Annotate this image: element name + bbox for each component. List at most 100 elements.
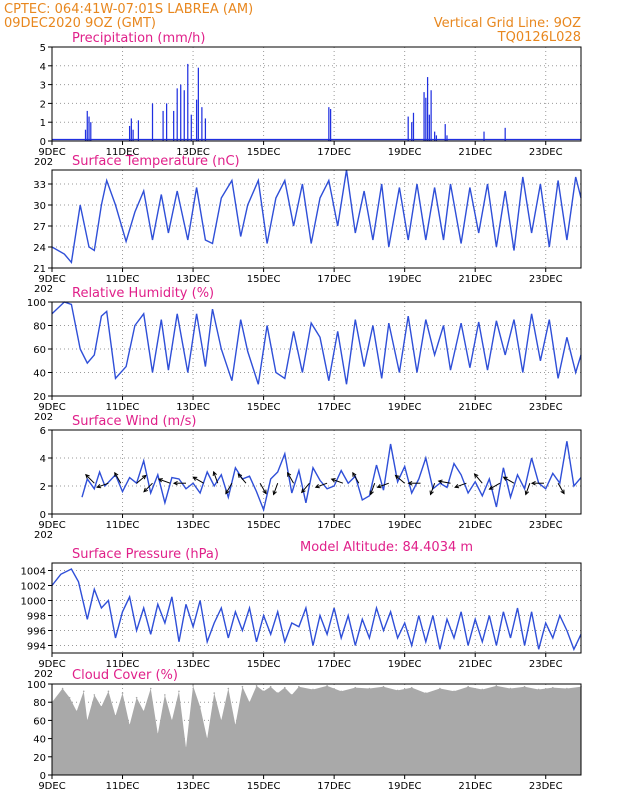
panel-frame xyxy=(51,169,582,269)
cloud-point xyxy=(269,685,272,688)
precip-bar xyxy=(204,118,207,141)
precip-bar xyxy=(435,135,438,141)
x-tick-label: 21DEC xyxy=(458,520,492,531)
y-tick-label: 0 xyxy=(40,510,46,521)
y-tick-label: 3 xyxy=(40,81,46,92)
x-tick-label: 17DEC xyxy=(317,659,351,670)
cloud-point xyxy=(382,685,385,688)
x-tick-label: 15DEC xyxy=(247,274,281,285)
precip-bar xyxy=(128,125,131,141)
x-tick-label: 9DEC xyxy=(38,402,65,413)
y-tick-label: 80 xyxy=(33,322,46,333)
wind-arrow-head xyxy=(192,476,198,481)
x-tick-label: 19DEC xyxy=(388,659,422,670)
y-tick-label: 5 xyxy=(40,43,46,54)
wind-arrow-head xyxy=(237,473,243,479)
x-tick-label: 15DEC xyxy=(247,520,281,531)
precip-bar xyxy=(187,63,189,141)
wind-arrow xyxy=(301,482,310,493)
precip-bar xyxy=(137,120,140,141)
cloud-point xyxy=(82,690,85,693)
precip-bar xyxy=(173,110,175,141)
wind-arrow-head xyxy=(454,484,460,489)
precip-bar xyxy=(423,92,425,141)
wind-arrow xyxy=(96,482,109,488)
precip-bar xyxy=(412,112,415,141)
precip-bar xyxy=(90,122,92,141)
cloud-point xyxy=(291,694,293,696)
y-tick-label: 0 xyxy=(40,771,46,782)
cloud-point xyxy=(61,687,64,690)
wind-arrow xyxy=(259,482,267,494)
x-tick-label: 9DEC xyxy=(38,659,65,670)
y-tick-label: 1002 xyxy=(21,582,46,593)
x-year-label-clipped: 202 xyxy=(34,412,53,423)
wind-arrow xyxy=(331,478,344,484)
x-tick-label: 15DEC xyxy=(247,781,281,792)
y-tick-label: 21 xyxy=(33,264,46,275)
panel-5: Cloud Cover (%) 0 20 40 60 80 100 9DEC 11DEC 13DE… xyxy=(27,668,582,792)
wind-arrow xyxy=(474,473,483,484)
wind-arrow-head xyxy=(172,480,178,486)
y-tick-label: 24 xyxy=(33,243,46,254)
wind-arrow xyxy=(525,483,531,495)
x-tick-label: 17DEC xyxy=(317,520,351,531)
x-tick-label: 11DEC xyxy=(106,147,140,158)
series-line xyxy=(51,169,582,265)
y-tick-label: 100 xyxy=(27,298,46,309)
header-model-id: TQ0126L028 xyxy=(497,30,581,45)
x-tick-label: 15DEC xyxy=(247,659,281,670)
cloud-point xyxy=(68,696,71,699)
precip-bar xyxy=(483,131,485,141)
y-tick-label: 2 xyxy=(40,482,46,493)
cloud-point xyxy=(157,733,159,735)
precip-bar xyxy=(88,116,90,141)
cloud-point xyxy=(185,746,187,749)
y-tick-label: 100 xyxy=(27,680,46,691)
precip-bar xyxy=(84,129,87,141)
wind-arrow xyxy=(377,482,389,488)
cloud-point xyxy=(75,710,78,713)
cloud-area xyxy=(52,685,581,775)
cloud-point xyxy=(425,692,427,694)
wind-arrow xyxy=(136,475,147,484)
precip-bar xyxy=(132,129,134,141)
y-tick-label: 1 xyxy=(40,118,46,129)
cloud-point xyxy=(213,692,216,694)
x-tick-label: 13DEC xyxy=(176,659,210,670)
y-tick-label: 27 xyxy=(33,222,46,233)
y-tick-label: 4 xyxy=(40,454,46,465)
panel-frame xyxy=(51,429,582,515)
precip-bar xyxy=(86,110,88,141)
wind-arrow xyxy=(213,471,219,484)
panel-1: Surface Temperature (nC) 21 24 27 30 33 9DEC 11… xyxy=(33,154,582,295)
wind-arrow xyxy=(287,472,295,484)
cloud-point xyxy=(509,687,512,690)
wind-arrow-head xyxy=(502,476,508,481)
header-grid-line: Vertical Grid Line: 9OZ xyxy=(434,16,581,31)
panel-title: Surface Wind (m/s) xyxy=(72,414,196,429)
x-year-label-clipped: 202 xyxy=(34,157,53,168)
y-tick-label: 40 xyxy=(33,735,46,746)
cloud-point xyxy=(312,688,314,691)
precip-bar xyxy=(425,97,427,141)
wind-arrow-head xyxy=(143,487,148,493)
x-tick-label: 17DEC xyxy=(317,274,351,285)
precip-bar xyxy=(183,90,185,141)
x-tick-label: 21DEC xyxy=(458,659,492,670)
cloud-point xyxy=(396,689,399,692)
x-tick-label: 19DEC xyxy=(388,520,422,531)
cloud-point xyxy=(206,737,208,740)
cloud-point xyxy=(93,694,96,696)
panel-3: Surface Wind (m/s) 0 2 4 6 9DEC 11DEC 13DEC 15DE… xyxy=(34,414,582,541)
x-tick-label: 23DEC xyxy=(529,274,563,285)
precip-bar xyxy=(190,114,192,141)
wind-arrow-head xyxy=(141,474,147,480)
cloud-point xyxy=(467,685,469,688)
cloud-point xyxy=(262,690,265,693)
x-tick-label: 21DEC xyxy=(458,781,492,792)
y-tick-label: 1004 xyxy=(21,567,46,578)
cloud-point xyxy=(227,687,230,690)
cloud-point xyxy=(439,687,441,690)
x-tick-label: 23DEC xyxy=(529,402,563,413)
